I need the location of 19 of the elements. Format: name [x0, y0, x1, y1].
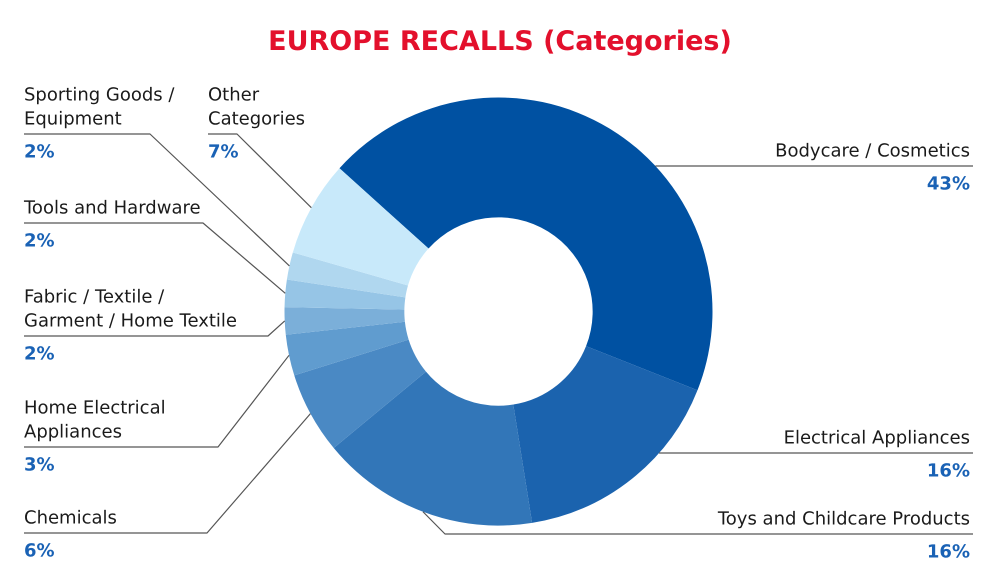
data-label: 2% [24, 344, 55, 365]
data-label: 16% [926, 542, 970, 563]
slice-label: Other Categories [208, 84, 306, 130]
data-label: 2% [24, 230, 55, 252]
slice-label: Toys and Childcare Products [716, 508, 970, 530]
slice-label: Bodycare / Cosmetics [775, 140, 970, 162]
slice-label: Home Electrical Appliances [24, 398, 166, 443]
data-label: 43% [926, 174, 970, 195]
data-label: 6% [24, 540, 55, 562]
data-label: 3% [24, 454, 55, 476]
slice-label: Fabric / Textile / Garment / Home Textile [24, 286, 238, 332]
slice-label: Electrical Appliances [784, 428, 970, 449]
chart-title: EUROPE RECALLS (Categories) [267, 25, 733, 59]
slice-label: Chemicals [24, 508, 117, 529]
data-label: 7% [208, 142, 239, 163]
slice-label: Tools and Hardware [23, 198, 201, 219]
slice-label: Sporting Goods / Equipment [24, 84, 176, 130]
data-label: 16% [926, 460, 970, 482]
data-label: 2% [24, 142, 55, 163]
